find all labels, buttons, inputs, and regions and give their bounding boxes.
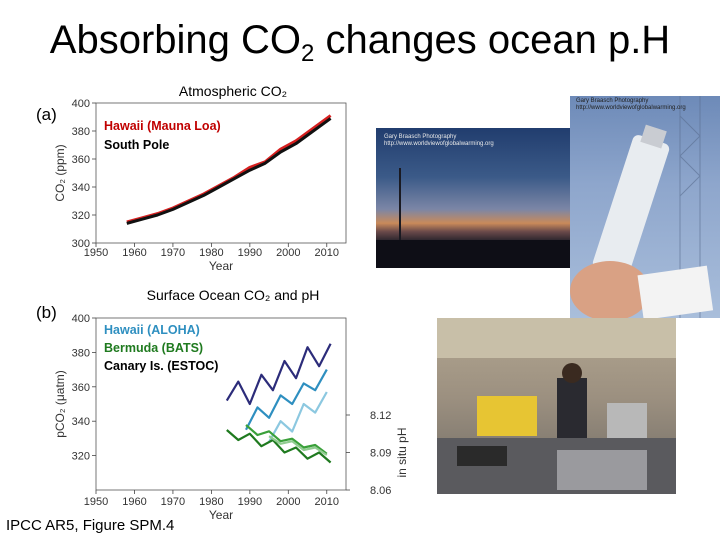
photo-mauna-loa-sunset: Gary Braasch Photography http://www.worl… — [376, 128, 572, 268]
photo-credit-2: Gary Braasch Photography http://www.worl… — [576, 98, 686, 111]
title-main: Absorbing CO — [49, 18, 302, 62]
legend-entry-1-1: Bermuda (BATS) — [104, 341, 203, 355]
x-tick-label-1: 2010 — [315, 496, 339, 508]
series-line-1-4 — [245, 424, 328, 455]
y-tick-label-1: 400 — [72, 313, 90, 325]
y-tick-label-1: 380 — [72, 347, 90, 359]
x-tick-label-1: 1960 — [122, 496, 146, 508]
tower-silhouette — [376, 168, 572, 268]
legend-entry-0-1: South Pole — [104, 138, 169, 152]
x-tick-label-1: 2000 — [276, 496, 300, 508]
chart-title-0: Atmospheric CO₂ — [179, 83, 287, 99]
plot-frame-0 — [95, 102, 347, 244]
x-tick-label-0: 1960 — [122, 247, 146, 259]
y-right-tick-label-1: 8.06 — [370, 485, 391, 497]
photo-sample-vial: Gary Braasch Photography http://www.worl… — [570, 96, 720, 318]
legend-entry-1-2: Canary Is. (ESTOC) — [104, 359, 218, 373]
legend-entry-0-0: Hawaii (Mauna Loa) — [104, 119, 221, 133]
y-tick-label-0: 340 — [72, 182, 90, 194]
x-tick-label-1: 1990 — [238, 496, 262, 508]
lab-illustration — [437, 318, 676, 494]
y-tick-label-1: 340 — [72, 416, 90, 428]
plot-frame-1 — [95, 317, 347, 491]
vial-illustration — [570, 96, 714, 318]
y-tick-label-0: 380 — [72, 126, 90, 138]
y-tick-label-0: 320 — [72, 210, 90, 222]
photo-laboratory — [437, 318, 676, 494]
panel-label-0: (a) — [36, 105, 57, 124]
series-line-1-3 — [226, 429, 332, 464]
x-tick-label-0: 1950 — [84, 247, 108, 259]
figure-caption: IPCC AR5, Figure SPM.4 — [6, 517, 175, 534]
y-axis-title-1: pCO₂ (μatm) — [53, 370, 67, 438]
x-tick-label-1: 1950 — [84, 496, 108, 508]
x-tick-label-0: 1990 — [238, 247, 262, 259]
title-subscript: 2 — [301, 40, 315, 67]
y-tick-label-0: 400 — [72, 98, 90, 110]
x-axis-title-0: Year — [209, 259, 233, 273]
y-right-tick-label-1: 8.12 — [370, 410, 391, 422]
x-tick-label-1: 1970 — [161, 496, 185, 508]
y-tick-label-1: 320 — [72, 451, 90, 463]
x-tick-label-0: 1970 — [161, 247, 185, 259]
x-tick-label-0: 2000 — [276, 247, 300, 259]
photo-credit-1: Gary Braasch Photography http://www.worl… — [384, 134, 494, 147]
x-tick-label-0: 1980 — [199, 247, 223, 259]
x-tick-label-1: 1980 — [199, 496, 223, 508]
x-tick-label-0: 2010 — [315, 247, 339, 259]
slide-title: Absorbing CO2 changes ocean p.H — [0, 18, 720, 68]
y-right-tick-label-1: 8.09 — [370, 448, 391, 460]
title-rest: changes ocean p.H — [314, 18, 671, 62]
y-tick-label-0: 360 — [72, 154, 90, 166]
y-axis-title-0: CO₂ (ppm) — [53, 144, 67, 201]
series-line-1-2 — [268, 391, 328, 443]
y-tick-label-1: 360 — [72, 382, 90, 394]
legend-entry-1-0: Hawaii (ALOHA) — [104, 323, 200, 337]
chart-title-1: Surface Ocean CO₂ and pH — [147, 287, 320, 303]
panel-label-1: (b) — [36, 303, 57, 322]
series-line-1-5 — [268, 435, 328, 456]
y-tick-label-0: 300 — [72, 238, 90, 250]
series-line-0-1 — [126, 117, 332, 225]
series-line-1-0 — [225, 343, 332, 406]
y-right-axis-title-1: in situ pH — [395, 427, 409, 477]
x-axis-title-1: Year — [209, 508, 233, 522]
series-line-1-1 — [245, 369, 328, 431]
